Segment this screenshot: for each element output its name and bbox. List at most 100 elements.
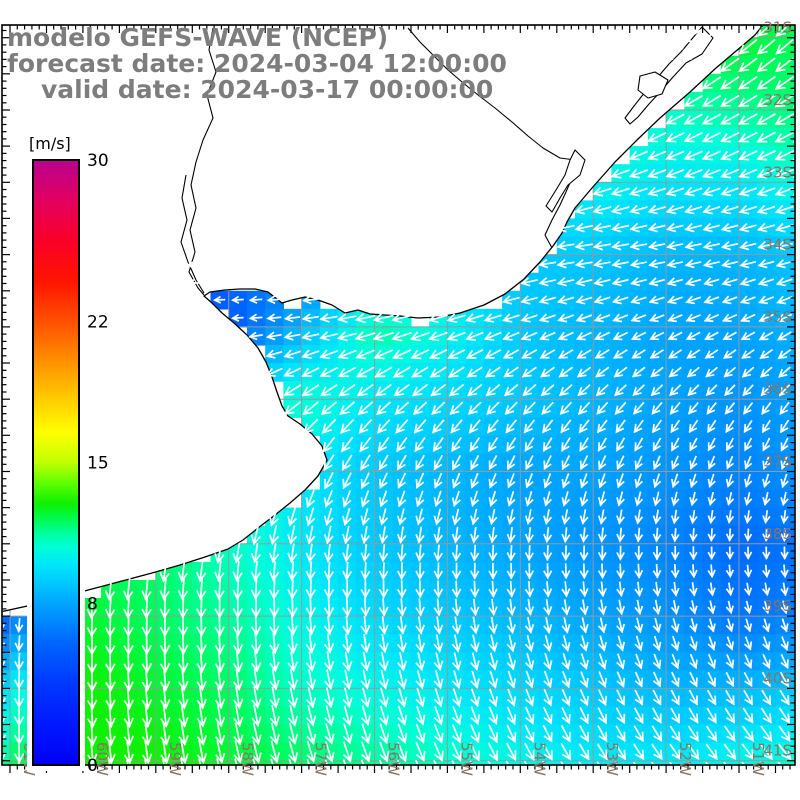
wind-arrow <box>651 725 663 743</box>
wind-arrow <box>579 671 589 689</box>
wind-arrow <box>374 366 393 378</box>
wind-arrow <box>744 437 753 452</box>
wind-arrow <box>652 617 662 634</box>
wind-arrow <box>684 204 703 215</box>
wind-arrow <box>376 419 391 434</box>
wind-arrow <box>576 366 592 378</box>
wind-arrow <box>484 349 502 359</box>
wind-arrow <box>233 740 244 764</box>
wind-arrow <box>634 545 644 561</box>
wind-arrow <box>123 685 134 710</box>
wind-arrow <box>14 618 24 634</box>
wind-arrow <box>634 599 644 616</box>
wind-arrow <box>446 331 466 342</box>
wind-arrow <box>611 259 629 269</box>
wind-arrow <box>561 671 571 689</box>
wind-arrow <box>556 240 575 251</box>
latitude-tick-label: 41S <box>763 742 792 760</box>
wind-speed-cell <box>483 760 503 765</box>
wind-arrow <box>323 651 335 672</box>
wind-arrow <box>758 313 774 323</box>
wind-arrow <box>721 313 738 323</box>
wind-arrow <box>470 580 480 599</box>
wind-arrow <box>162 757 165 765</box>
wind-arrow <box>415 508 425 526</box>
wind-arrow <box>685 331 701 341</box>
wind-arrow <box>168 296 182 306</box>
wind-arrow <box>141 685 153 710</box>
wind-arrow <box>725 491 735 506</box>
wind-arrow <box>360 669 371 690</box>
wind-arrow <box>268 561 280 582</box>
wind-speed-cell <box>556 760 576 765</box>
wind-speed-cell <box>775 760 795 765</box>
wind-arrow <box>628 168 649 179</box>
wind-arrow <box>524 617 535 635</box>
wind-arrow <box>701 76 722 90</box>
wind-arrow <box>397 651 407 672</box>
wind-arrow <box>633 419 644 434</box>
wind-arrow <box>196 650 207 674</box>
wind-arrow <box>652 689 662 706</box>
wind-arrow <box>415 598 425 617</box>
wind-speed-cell <box>702 760 722 765</box>
wind-arrow <box>323 454 335 472</box>
wind-arrow <box>701 113 722 125</box>
wind-arrow <box>670 563 680 579</box>
wind-arrow <box>122 577 134 601</box>
wind-speed-cell <box>793 91 795 111</box>
wind-arrow <box>780 600 789 615</box>
wind-arrow <box>652 563 662 579</box>
wind-arrow <box>701 150 721 161</box>
wind-arrow <box>662 29 684 43</box>
wind-arrow <box>629 186 648 197</box>
wind-arrow <box>593 277 611 287</box>
wind-arrow <box>632 384 646 397</box>
wind-arrow <box>415 687 426 708</box>
wind-arrow <box>178 704 189 728</box>
wind-arrow <box>396 544 407 563</box>
wind-arrow <box>14 652 24 671</box>
wind-arrow <box>721 277 738 287</box>
wind-arrow <box>215 740 226 764</box>
wind-arrow <box>488 490 498 508</box>
wind-arrow <box>301 367 320 378</box>
wind-arrow <box>615 725 626 743</box>
wind-arrow <box>487 437 499 452</box>
wind-arrow <box>287 722 299 745</box>
wind-arrow <box>378 759 383 765</box>
wind-arrow <box>762 653 771 669</box>
wind-arrow <box>506 598 516 616</box>
wind-arrow <box>336 331 357 342</box>
wind-arrow <box>323 561 334 581</box>
wind-arrow <box>306 740 317 764</box>
wind-arrow <box>578 419 590 434</box>
wind-arrow <box>738 76 758 90</box>
wind-arrow <box>561 455 571 471</box>
wind-arrow <box>360 490 370 508</box>
wind-arrow <box>269 686 280 709</box>
wind-arrow <box>651 401 663 415</box>
longitude-tick-label: 51W <box>749 742 767 776</box>
wind-arrow <box>87 739 98 765</box>
wind-speed-cell <box>793 182 795 201</box>
wind-arrow <box>465 313 484 323</box>
wind-speed-cell <box>793 381 795 400</box>
wind-arrow <box>614 384 627 397</box>
wind-arrow <box>574 240 593 251</box>
wind-arrow <box>451 490 461 508</box>
wind-arrow <box>720 168 740 179</box>
wind-arrow <box>378 598 389 617</box>
wind-speed-cell <box>793 399 795 418</box>
wind-arrow <box>631 349 646 359</box>
wind-arrow <box>647 168 667 179</box>
wind-arrow <box>470 706 480 726</box>
wind-arrow <box>652 599 662 616</box>
wind-arrow <box>323 579 335 600</box>
wind-arrow <box>652 455 662 471</box>
wind-arrow <box>543 545 553 562</box>
wind-arrow <box>342 525 352 545</box>
wind-arrow <box>556 258 575 269</box>
wind-arrow <box>305 651 317 673</box>
wind-arrow <box>575 295 593 305</box>
